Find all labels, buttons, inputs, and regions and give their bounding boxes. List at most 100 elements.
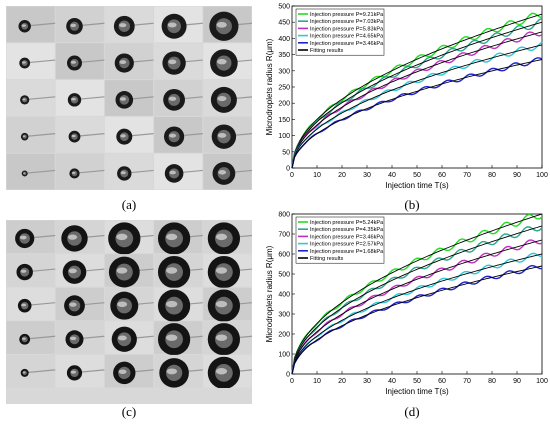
chart-d-svg: 0 10 20 30 40 50 60 70 80 90 100 0 100 200 300 400 500 60… (265, 212, 548, 397)
x-axis-label: Injection time T(s) (385, 181, 449, 190)
droplet-highlight (216, 21, 227, 28)
legend-label: Injection pressure P=3.46kPa (310, 234, 384, 240)
y-tick-label: 400 (278, 36, 290, 43)
chart-b: 0 10 20 30 40 50 60 70 80 90 100 0 50 100 150 200 250 300… (264, 2, 548, 194)
photo-grid-c (6, 220, 252, 404)
y-tick-label: 250 (278, 85, 290, 92)
legend-label: Injection pressure P=4.65kPa (310, 34, 384, 40)
x-tick-label: 80 (488, 378, 496, 385)
droplet-highlight (67, 234, 78, 240)
y-axis-label: Microdroplets radius R(μm) (265, 38, 274, 135)
y-tick-label: 600 (278, 252, 290, 259)
x-axis-label: Injection time T(s) (385, 387, 449, 396)
droplet-highlight (218, 170, 227, 175)
legend-label: Injection pressure P=2.57kPa (310, 242, 384, 248)
legend-box (295, 8, 385, 56)
droplet-highlight (20, 269, 27, 273)
x-tick-label: 10 (313, 172, 321, 179)
fit-line (291, 21, 543, 169)
fit-line (291, 213, 543, 375)
droplet-highlight (70, 370, 77, 374)
droplet-image-grid-a (6, 6, 252, 190)
droplet-highlight (119, 23, 127, 28)
x-tick-label: 100 (536, 172, 548, 179)
droplet-highlight (21, 24, 26, 27)
caption-d: (d) (404, 404, 420, 419)
droplet-highlight (216, 58, 227, 65)
droplet-highlight (21, 303, 27, 307)
droplet-highlight (169, 133, 177, 138)
droplet-highlight (116, 233, 128, 241)
y-tick-label: 700 (278, 232, 290, 239)
x-tick-label: 60 (438, 172, 446, 179)
x-tick-label: 50 (413, 172, 421, 179)
y-tick-label: 100 (278, 133, 290, 140)
droplet-highlight (120, 171, 126, 175)
droplet-highlight (19, 235, 27, 240)
droplet-highlight (166, 233, 178, 241)
droplet-highlight (169, 170, 176, 175)
chart-d: 0 10 20 30 40 50 60 70 80 90 100 0 100 200 300 400 500 60… (264, 210, 548, 400)
legend-label: Injection pressure P=9.21kPa (310, 12, 384, 18)
droplet-highlight (166, 334, 178, 341)
y-tick-label: 300 (278, 68, 290, 75)
droplet-highlight (21, 337, 26, 340)
droplet-highlight (71, 97, 76, 101)
x-tick-label: 70 (463, 378, 471, 385)
droplet-highlight (71, 134, 76, 138)
x-tick-label: 80 (488, 172, 496, 179)
fit-line (291, 239, 543, 375)
droplet-highlight (118, 369, 127, 374)
x-tick-label: 20 (338, 172, 346, 179)
droplet-highlight (22, 98, 26, 101)
legend-label: Injection pressure P=5.83kPa (310, 26, 384, 32)
droplet-highlight (215, 300, 228, 308)
caption-a: (a) (121, 197, 137, 212)
legend-label: Injection pressure P=7.03kPa (310, 19, 384, 25)
caption-c: (c) (121, 404, 137, 419)
x-tick-label: 30 (363, 378, 371, 385)
legend-label: Fitting results (310, 256, 343, 262)
y-tick-label: 350 (278, 52, 290, 59)
droplet-highlight (116, 267, 128, 274)
legend-label: Fitting results (310, 48, 343, 54)
droplet-highlight (119, 60, 127, 64)
x-tick-label: 0 (290, 172, 294, 179)
droplet-highlight (215, 233, 228, 241)
fit-line (291, 265, 543, 375)
x-tick-label: 20 (338, 378, 346, 385)
y-tick-label: 100 (278, 352, 290, 359)
y-tick-label: 0 (286, 372, 290, 379)
y-tick-label: 400 (278, 292, 290, 299)
y-tick-label: 300 (278, 312, 290, 319)
droplet-highlight (215, 334, 228, 341)
droplet-highlight (70, 60, 76, 64)
droplet-highlight (68, 268, 77, 274)
droplet-image-grid-c (6, 220, 252, 388)
droplet-highlight (166, 300, 178, 308)
droplet-highlight (22, 135, 26, 138)
series-line (291, 252, 543, 375)
droplet-highlight (215, 267, 228, 274)
legend-box (295, 216, 385, 264)
fit-line (291, 13, 543, 169)
x-tick-label: 40 (388, 172, 396, 179)
x-tick-label: 0 (290, 378, 294, 385)
droplet-highlight (117, 335, 127, 341)
y-tick-label: 450 (278, 20, 290, 27)
legend-label: Injection pressure P=4.35kPa (310, 227, 384, 233)
droplet-highlight (168, 59, 177, 65)
droplet-highlight (69, 336, 77, 341)
droplet-highlight (217, 132, 227, 138)
fit-line (291, 44, 543, 169)
droplet-highlight (69, 302, 77, 307)
y-axis-label: Microdroplets radius R(μm) (265, 245, 274, 342)
x-tick-label: 70 (463, 172, 471, 179)
droplet-highlight (23, 172, 26, 174)
chart-b-svg: 0 10 20 30 40 50 60 70 80 90 100 0 50 100 150 200 250 300… (265, 4, 548, 191)
x-tick-label: 50 (413, 378, 421, 385)
y-tick-label: 150 (278, 117, 290, 124)
x-tick-label: 30 (363, 172, 371, 179)
x-tick-label: 60 (438, 378, 446, 385)
x-tick-label: 90 (513, 172, 521, 179)
